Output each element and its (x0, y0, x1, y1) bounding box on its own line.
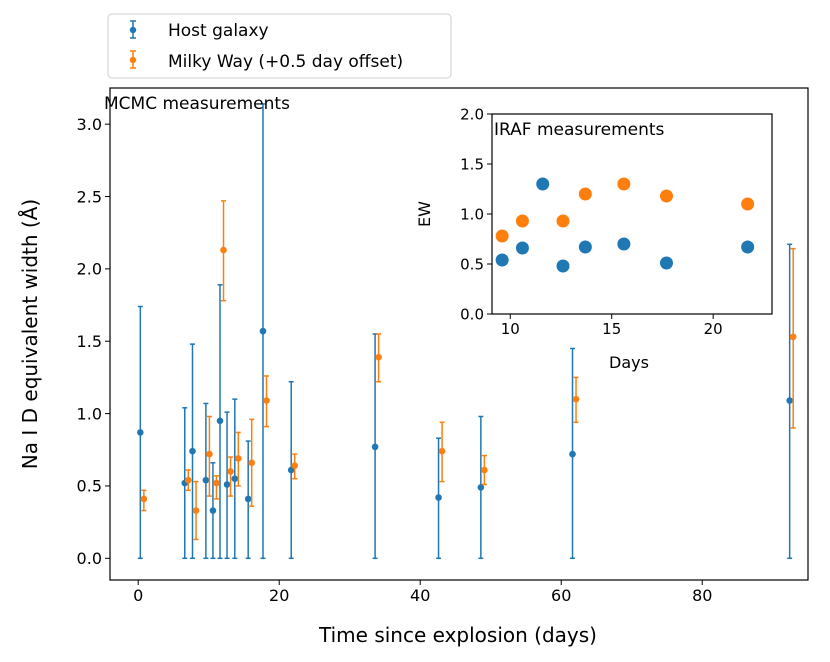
main-x-tick-label: 20 (269, 586, 289, 605)
main-point-milky-way (220, 200, 227, 302)
main-axes-frame (109, 87, 809, 581)
main-point-milky-way (263, 375, 270, 428)
legend-marker-milky-way (129, 50, 137, 69)
legend-label-host: Host galaxy (168, 21, 269, 41)
main-y-tick-label: 2.0 (77, 260, 102, 279)
main-plot-area (137, 103, 797, 560)
main-x-tick-label: 0 (133, 586, 143, 605)
legend-box (107, 13, 452, 79)
main-point-milky-way (481, 454, 488, 486)
inset-y-tick-label: 0.0 (460, 305, 484, 323)
main-point-host (435, 437, 442, 560)
main-point-host (477, 415, 485, 560)
inset-y-tick-label: 1.5 (460, 155, 484, 173)
main-point-milky-way (206, 415, 213, 497)
inset-point-milky-way (556, 214, 570, 228)
inset-y-axis-label: EW (415, 201, 434, 227)
inset-point-host (578, 240, 592, 254)
inset-annotation: IRAF measurements (494, 120, 665, 140)
main-y-tick-label: 3.0 (77, 115, 102, 134)
main-x-tick-label: 60 (551, 586, 571, 605)
inset-background (492, 114, 772, 314)
main-point-host (244, 440, 252, 560)
main-point-host (189, 343, 196, 560)
main-point-host (371, 333, 379, 560)
main-point-milky-way (438, 421, 446, 483)
inset-point-milky-way (495, 229, 509, 243)
main-x-axis: 0 20 40 60 80 (133, 580, 712, 605)
main-y-tick-label: 2.5 (77, 187, 102, 206)
inset-point-host (515, 241, 529, 255)
inset-y-axis: 0.0 0.5 1.0 1.5 2.0 (460, 105, 492, 323)
main-y-tick-label: 1.0 (77, 404, 102, 423)
inset-point-milky-way (578, 187, 592, 201)
main-point-milky-way (789, 247, 797, 429)
inset-point-host (556, 259, 570, 273)
main-point-milky-way (227, 456, 234, 497)
main-y-tick-label: 0.5 (77, 477, 102, 496)
main-point-milky-way (184, 469, 192, 492)
inset-y-tick-label: 0.5 (460, 255, 484, 273)
main-annotation: MCMC measurements (104, 94, 290, 114)
inset-y-tick-label: 1.0 (460, 205, 484, 223)
inset-x-tick-label: 20 (704, 320, 723, 338)
main-point-host (223, 411, 231, 560)
legend-label-milky-way: Milky Way (+0.5 day offset) (168, 52, 403, 72)
main-point-host (202, 402, 210, 560)
main-point-milky-way (572, 376, 580, 424)
inset-x-axis: 10 15 20 (501, 314, 723, 338)
inset-point-milky-way (515, 214, 529, 228)
inset-x-tick-label: 10 (501, 320, 520, 338)
main-point-host (786, 243, 793, 560)
main-point-host (231, 398, 239, 560)
main-y-tick-label: 0.0 (77, 549, 102, 568)
inset-x-axis-label: Days (609, 353, 649, 372)
main-y-tick-label: 1.5 (77, 332, 102, 351)
main-point-milky-way (235, 431, 242, 487)
main-point-host (209, 462, 217, 560)
main-y-axis-label: Na I D equivalent width (Å) (18, 199, 42, 469)
main-x-tick-label: 80 (692, 586, 712, 605)
main-point-milky-way (248, 418, 256, 507)
inset-point-host (495, 253, 509, 267)
main-point-host (216, 284, 224, 560)
inset-point-host (536, 177, 550, 191)
inset-point-host (741, 240, 755, 254)
inset-plot-area (495, 177, 755, 273)
main-x-axis-label: Time since explosion (days) (318, 623, 597, 647)
main-y-axis: 0.0 0.5 1.0 1.5 2.0 2.5 3.0 (77, 115, 110, 568)
main-x-tick-label: 40 (410, 586, 430, 605)
main-point-milky-way (192, 480, 200, 541)
inset-point-milky-way (617, 177, 631, 191)
main-point-milky-way (291, 453, 299, 480)
legend-marker-host (129, 20, 137, 39)
main-point-host (259, 103, 267, 560)
main-point-milky-way (375, 333, 382, 383)
inset-point-host (659, 256, 673, 270)
inset-y-tick-label: 2.0 (460, 105, 484, 123)
main-point-milky-way (140, 489, 148, 512)
main-point-host (569, 347, 576, 560)
inset-point-host (617, 237, 631, 251)
inset-point-milky-way (741, 197, 755, 211)
main-point-host (137, 305, 144, 560)
inset-point-milky-way (659, 189, 673, 203)
inset-x-tick-label: 15 (602, 320, 621, 338)
legend: Host galaxy Milky Way (+0.5 day offset) (107, 13, 452, 79)
main-point-milky-way (213, 475, 220, 500)
